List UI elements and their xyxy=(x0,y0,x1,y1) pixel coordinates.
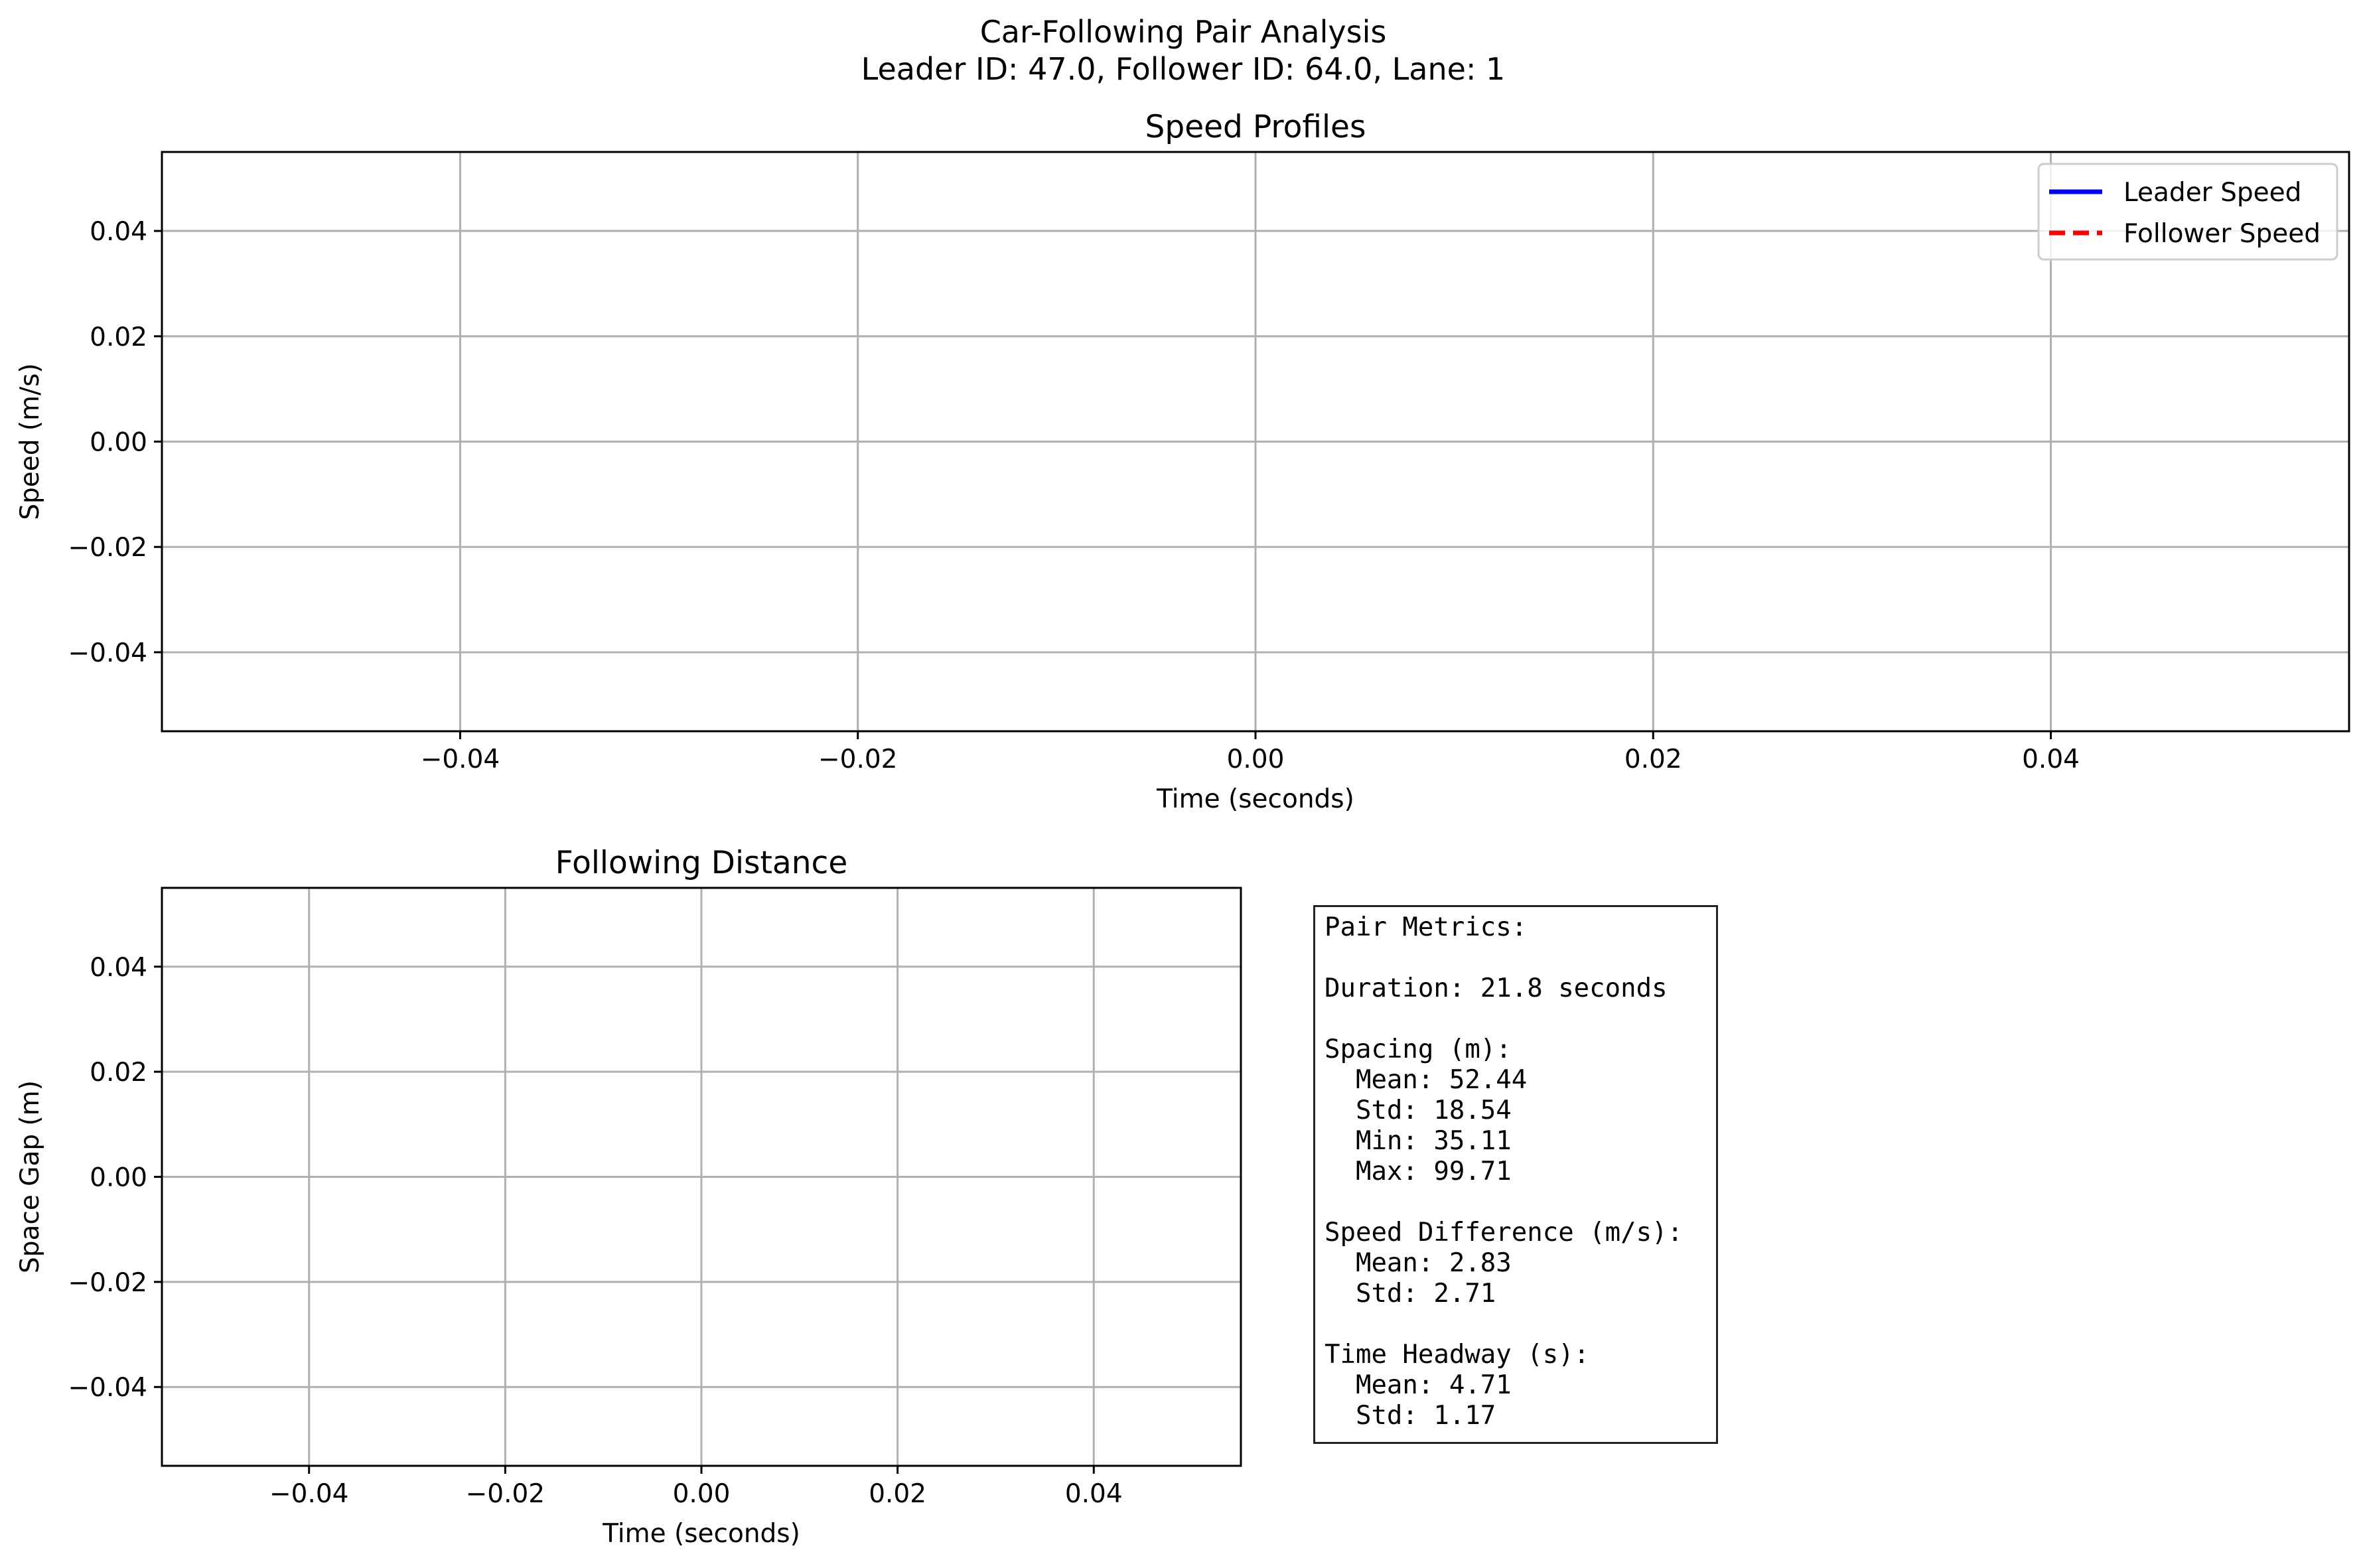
following-distance-chart: −0.04 −0.02 0.00 0.02 0.04 0.04 0.02 0.00 −0.02 −… xyxy=(15,845,1242,1549)
pair-metrics-box: Pair Metrics: Duration: 21.8 seconds Spaci… xyxy=(1313,905,1718,1444)
metrics-spacer xyxy=(1325,943,1707,973)
y-tick-label: −0.02 xyxy=(68,1268,147,1298)
x-tick-label: −0.02 xyxy=(818,745,898,774)
metrics-line: Min: 35.11 xyxy=(1325,1126,1512,1156)
figure-subtitle: Leader ID: 47.0, Follower ID: 64.0, Lane… xyxy=(861,51,1506,87)
y-tick-label: 0.02 xyxy=(90,1058,147,1088)
metrics-line: Max: 99.71 xyxy=(1325,1157,1512,1186)
y-tick-label: 0.02 xyxy=(90,322,147,352)
metrics-spacer xyxy=(1325,1004,1707,1034)
x-tick-label: −0.04 xyxy=(421,745,500,774)
metrics-line: Time Headway (s): xyxy=(1325,1340,1590,1370)
y-tick-label: 0.00 xyxy=(90,1163,147,1193)
metrics-line: Pair Metrics: xyxy=(1325,912,1528,942)
metrics-line: Spacing (m): xyxy=(1325,1034,1512,1064)
legend-box xyxy=(2037,163,2338,261)
metrics-spacer xyxy=(1325,1187,1707,1218)
y-tick-label: 0.04 xyxy=(90,217,147,247)
figure-title: Car-Following Pair Analysis xyxy=(980,14,1387,50)
x-axis-label: Time (seconds) xyxy=(602,1519,800,1549)
metrics-spacer xyxy=(1325,1309,1707,1340)
metrics-line: Mean: 2.83 xyxy=(1325,1248,1512,1278)
legend-label: Leader Speed xyxy=(2123,178,2301,208)
y-tick-label: −0.04 xyxy=(68,1373,147,1403)
chart-title: Following Distance xyxy=(555,845,848,881)
y-tick-label: 0.04 xyxy=(90,953,147,983)
x-tick-label: 0.04 xyxy=(1065,1479,1123,1509)
x-tick-label: 0.00 xyxy=(1227,745,1285,774)
y-tick-label: 0.00 xyxy=(90,428,147,458)
metrics-line: Std: 1.17 xyxy=(1325,1401,1496,1431)
chart-title: Speed Profiles xyxy=(1145,109,1366,145)
x-tick-label: 0.00 xyxy=(673,1479,731,1509)
legend-label: Follower Speed xyxy=(2123,219,2321,249)
x-axis-label: Time (seconds) xyxy=(1156,784,1354,814)
metrics-line: Mean: 52.44 xyxy=(1325,1065,1528,1095)
y-axis-label: Speed (m/s) xyxy=(15,363,45,520)
legend: Leader Speed Follower Speed xyxy=(2037,163,2338,261)
y-axis-label: Space Gap (m) xyxy=(15,1080,45,1273)
x-tick-label: −0.02 xyxy=(466,1479,545,1509)
y-tick-label: −0.02 xyxy=(68,533,147,563)
x-tick-label: 0.02 xyxy=(869,1479,926,1509)
metrics-line: Duration: 21.8 seconds xyxy=(1325,973,1668,1003)
y-tick-label: −0.04 xyxy=(68,638,147,668)
metrics-line: Std: 18.54 xyxy=(1325,1096,1512,1125)
metrics-line: Mean: 4.71 xyxy=(1325,1370,1512,1400)
x-tick-label: 0.02 xyxy=(1624,745,1682,774)
x-tick-label: −0.04 xyxy=(269,1479,349,1509)
x-tick-label: 0.04 xyxy=(2022,745,2080,774)
metrics-line: Std: 2.71 xyxy=(1325,1279,1496,1309)
metrics-line: Speed Difference (m/s): xyxy=(1325,1218,1684,1247)
speed-profiles-chart: −0.04 −0.02 0.00 0.02 0.04 0.04 0.02 0.00 −0.02 −… xyxy=(15,109,2350,814)
